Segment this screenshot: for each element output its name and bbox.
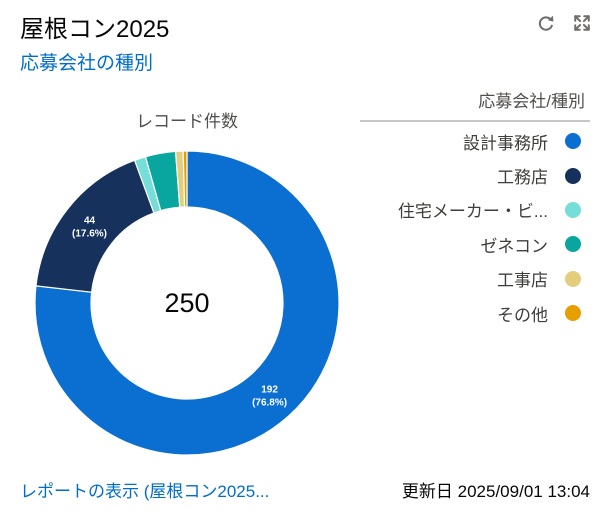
legend-swatch [565, 167, 581, 184]
legend-swatch [565, 236, 581, 253]
last-updated-timestamp: 更新日 2025/09/01 13:04 [401, 482, 590, 501]
legend-item[interactable]: 設計事務所 [360, 124, 590, 158]
dashboard-component-title: 屋根コン2025 [20, 16, 170, 43]
data-label-value: 44 [84, 215, 96, 226]
legend-item[interactable]: ゼネコン [360, 227, 590, 261]
donut-slice-5[interactable] [182, 150, 188, 208]
legend-items: 設計事務所 工務店 住宅メーカー・ビ... ゼネコン 工事店 その他 [360, 124, 590, 330]
legend-item[interactable]: 工務店 [360, 158, 590, 192]
legend-swatch [565, 201, 581, 218]
donut-slices [34, 150, 340, 456]
expand-button[interactable] [573, 14, 591, 32]
view-report-link[interactable]: レポートの表示 (屋根コン2025... [20, 482, 270, 501]
legend-label: その他 [497, 305, 548, 325]
legend-swatch [565, 133, 581, 150]
subtitle-link[interactable]: 応募会社の種別 [20, 53, 154, 74]
legend-label: 住宅メーカー・ビ... [397, 202, 548, 222]
legend-label: ゼネコン [480, 236, 548, 256]
data-label-1: 44 (17.6%) [72, 215, 107, 239]
legend: 応募会社/種別 設計事務所 工務店 住宅メーカー・ビ... ゼネコン 工事店 そ… [360, 88, 590, 330]
donut-slice-0[interactable] [34, 150, 340, 456]
legend-item[interactable]: その他 [360, 296, 590, 330]
legend-swatch [565, 305, 581, 322]
legend-item[interactable]: 住宅メーカー・ビ... [360, 193, 590, 227]
chart-title: レコード件数 [136, 112, 238, 131]
legend-item[interactable]: 工事店 [360, 262, 590, 296]
data-label-percent: (76.8%) [252, 397, 287, 408]
legend-swatch [565, 270, 581, 287]
data-label-percent: (17.6%) [72, 228, 107, 239]
data-label-0: 192 (76.8%) [252, 384, 287, 408]
center-total-label: 250 [164, 288, 209, 318]
legend-title: 応募会社/種別 [478, 92, 585, 111]
legend-divider [360, 120, 590, 122]
expand-icon [574, 15, 590, 31]
data-label-value: 192 [261, 384, 278, 395]
donut-chart: 192 (76.8%) 44 (17.6%) 250 [34, 150, 340, 456]
donut-data-labels: 192 (76.8%) 44 (17.6%) [72, 215, 287, 408]
refresh-button[interactable] [537, 14, 555, 32]
refresh-icon [538, 15, 554, 31]
legend-label: 工務店 [497, 168, 548, 188]
legend-label: 設計事務所 [463, 133, 548, 153]
legend-label: 工事店 [497, 271, 548, 291]
